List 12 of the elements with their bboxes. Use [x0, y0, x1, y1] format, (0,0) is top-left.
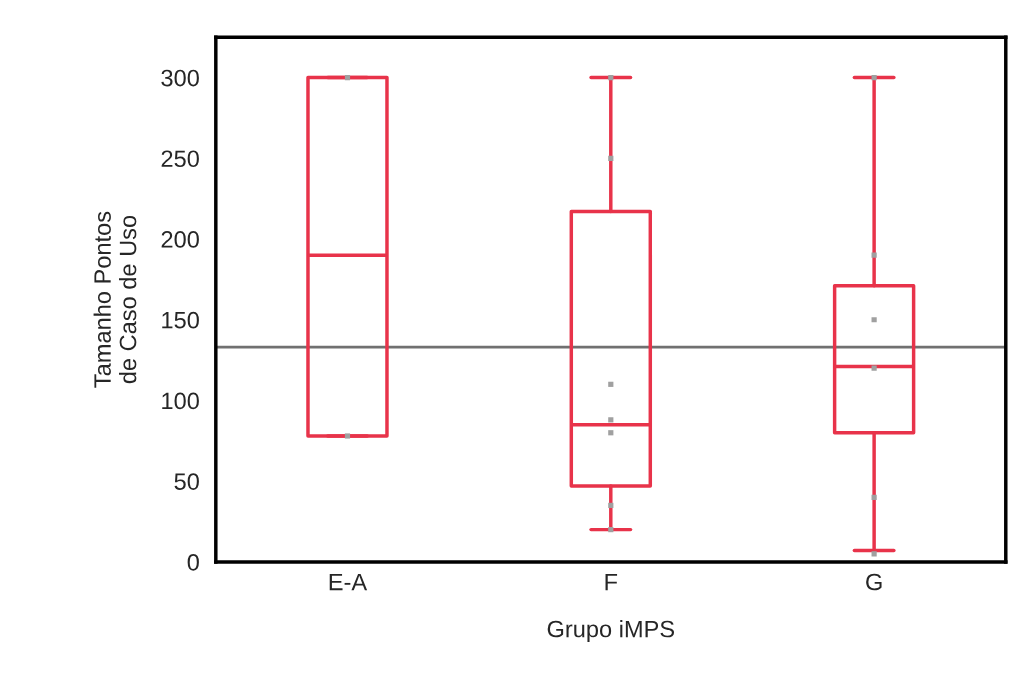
x-tick-label: E-A	[329, 573, 368, 591]
x-tick-label: G	[866, 573, 882, 591]
y-axis-title: Tamanho Pontos de Caso de Uso	[93, 211, 137, 388]
y-tick-label: 100	[162, 392, 199, 410]
y-tick-label: 200	[161, 231, 199, 248]
x-axis-title: Grupo iMPS	[547, 620, 675, 643]
x-tick-label: F	[605, 573, 618, 591]
y-tick-label: 50	[174, 473, 199, 490]
y-tick-label: 300	[161, 69, 199, 87]
y-tick-label: 250	[161, 150, 199, 168]
y-tick-label: 150	[162, 311, 199, 329]
y-tick-label: 0	[187, 553, 199, 571]
